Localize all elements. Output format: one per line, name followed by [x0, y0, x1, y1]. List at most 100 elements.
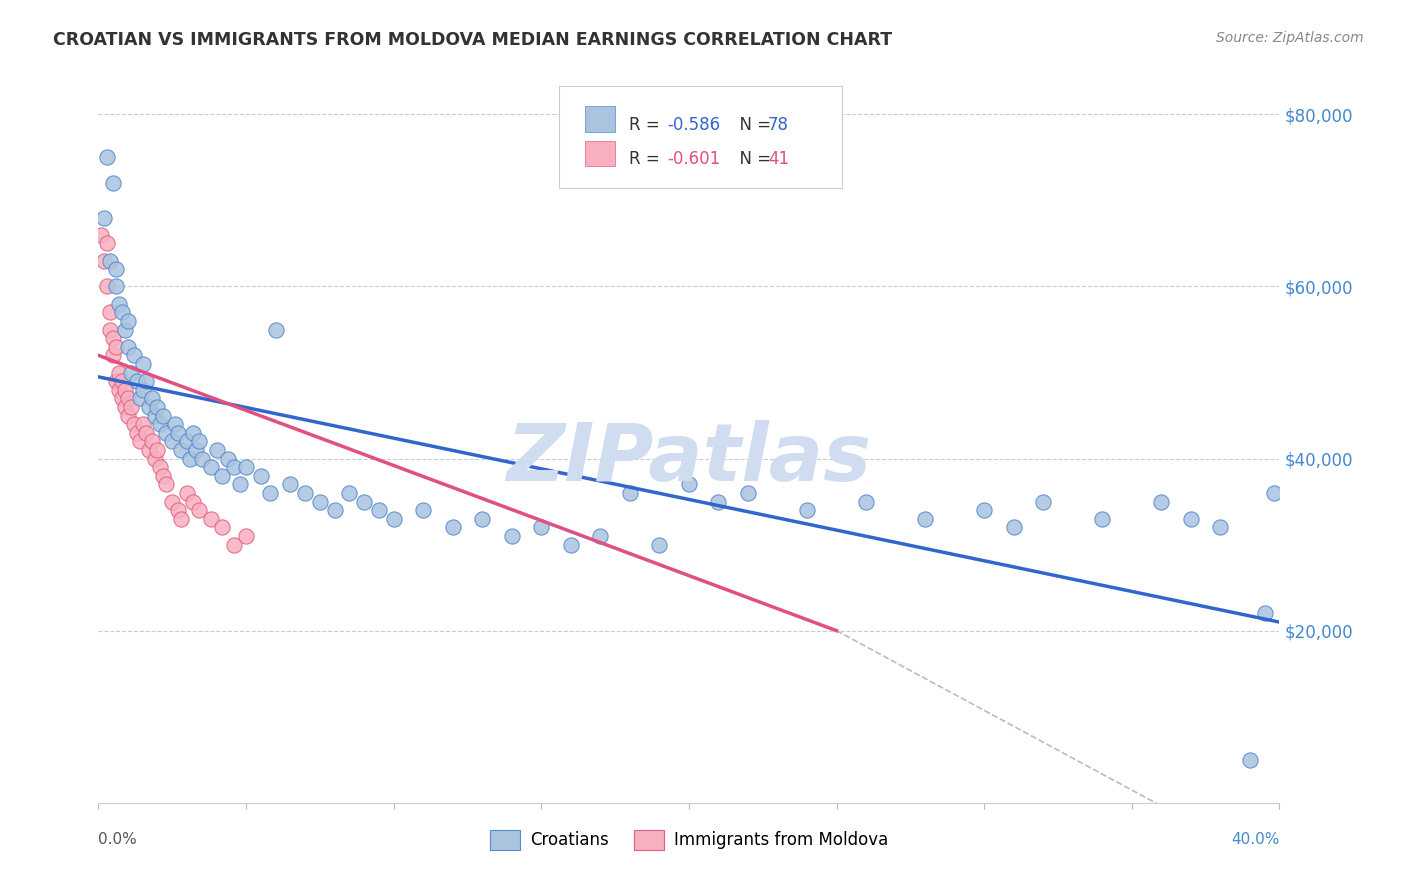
Point — [114, 383, 136, 397]
Point — [111, 392, 134, 406]
Point — [914, 512, 936, 526]
Point — [1239, 753, 1261, 767]
Point — [98, 305, 121, 319]
Point — [205, 442, 228, 457]
Point — [117, 314, 139, 328]
Point — [141, 434, 163, 449]
Point — [93, 253, 115, 268]
Point — [96, 236, 118, 251]
Point — [167, 503, 190, 517]
Point — [211, 468, 233, 483]
Point — [224, 538, 246, 552]
Point — [138, 400, 160, 414]
Point — [108, 383, 131, 397]
Text: R =: R = — [628, 150, 665, 168]
Point — [132, 383, 155, 397]
Point — [191, 451, 214, 466]
Point — [117, 340, 139, 354]
Point — [229, 477, 252, 491]
Point — [138, 442, 160, 457]
Point — [105, 340, 128, 354]
Point — [339, 486, 361, 500]
Point — [152, 468, 174, 483]
Point — [353, 494, 375, 508]
Point — [146, 400, 169, 414]
Point — [120, 400, 142, 414]
Text: -0.601: -0.601 — [668, 150, 721, 168]
Text: ZIPatlas: ZIPatlas — [506, 420, 872, 498]
Point — [264, 322, 287, 336]
Point — [323, 503, 346, 517]
Point — [211, 520, 233, 534]
Point — [179, 451, 201, 466]
Point — [149, 460, 172, 475]
Point — [98, 253, 121, 268]
Point — [96, 279, 118, 293]
Point — [181, 425, 204, 440]
Point — [648, 538, 671, 552]
Point — [170, 442, 193, 457]
Point — [1091, 512, 1114, 526]
Point — [152, 409, 174, 423]
Point — [200, 512, 222, 526]
Point — [105, 262, 128, 277]
Point — [155, 477, 177, 491]
Point — [796, 503, 818, 517]
Point — [120, 366, 142, 380]
Point — [105, 279, 128, 293]
Point — [90, 227, 112, 242]
Point — [200, 460, 222, 475]
Point — [280, 477, 302, 491]
Point — [1032, 494, 1054, 508]
Point — [560, 538, 582, 552]
Point — [135, 374, 157, 388]
Point — [103, 176, 125, 190]
Point — [135, 425, 157, 440]
Point — [1002, 520, 1025, 534]
Point — [122, 348, 145, 362]
Point — [98, 322, 121, 336]
Point — [132, 357, 155, 371]
Point — [441, 520, 464, 534]
Point — [165, 417, 187, 432]
Point — [294, 486, 316, 500]
Text: CROATIAN VS IMMIGRANTS FROM MOLDOVA MEDIAN EARNINGS CORRELATION CHART: CROATIAN VS IMMIGRANTS FROM MOLDOVA MEDI… — [53, 31, 893, 49]
Point — [122, 417, 145, 432]
Point — [176, 486, 198, 500]
FancyBboxPatch shape — [560, 86, 842, 188]
Point — [103, 331, 125, 345]
Point — [125, 374, 148, 388]
Point — [93, 211, 115, 225]
Point — [146, 442, 169, 457]
Point — [412, 503, 434, 517]
Point — [167, 425, 190, 440]
Point — [117, 409, 139, 423]
Point — [111, 305, 134, 319]
Point — [855, 494, 877, 508]
Point — [224, 460, 246, 475]
Point — [707, 494, 730, 508]
Point — [619, 486, 641, 500]
Point — [187, 434, 209, 449]
Text: N =: N = — [730, 150, 776, 168]
Point — [114, 322, 136, 336]
Point — [149, 417, 172, 432]
Text: N =: N = — [730, 116, 776, 134]
FancyBboxPatch shape — [585, 106, 614, 132]
Point — [143, 451, 166, 466]
Point — [309, 494, 332, 508]
Point — [501, 529, 523, 543]
Point — [259, 486, 281, 500]
Point — [678, 477, 700, 491]
Point — [96, 150, 118, 164]
Text: R =: R = — [628, 116, 665, 134]
Point — [1180, 512, 1202, 526]
Text: -0.586: -0.586 — [668, 116, 721, 134]
Point — [170, 512, 193, 526]
Point — [368, 503, 391, 517]
Point — [132, 417, 155, 432]
Text: 40.0%: 40.0% — [1232, 832, 1279, 847]
Point — [108, 366, 131, 380]
Point — [141, 392, 163, 406]
Point — [181, 494, 204, 508]
